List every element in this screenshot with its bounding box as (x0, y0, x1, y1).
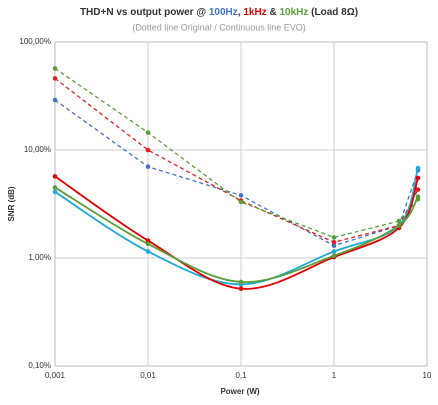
point (145, 238, 151, 243)
series-line (54, 77, 419, 243)
point (331, 243, 337, 248)
point (52, 174, 58, 179)
point (396, 218, 402, 224)
series-line (54, 67, 419, 239)
point (415, 187, 421, 192)
title-part: (Load 8Ω) (308, 7, 358, 18)
series-line (54, 167, 419, 286)
point (415, 165, 421, 171)
title-part: , (238, 7, 244, 18)
x-axis-label: Power (W) (220, 387, 259, 396)
chart-subtitle: (Dotted line Original / Continuous line … (132, 22, 306, 32)
x-tick-label: 1 (332, 371, 337, 380)
y-tick-label: 0,10% (28, 361, 51, 370)
point (52, 66, 58, 71)
x-tick-label: 0,001 (45, 371, 66, 380)
x-tick-label: 0,01 (140, 371, 156, 380)
title-part: 1kHz (243, 7, 266, 18)
title-part: & (267, 7, 280, 18)
point (145, 241, 151, 247)
x-tick-label: 10 (423, 371, 432, 380)
y-axis-label: SNR (dB) (7, 186, 16, 221)
point (331, 239, 337, 245)
point (415, 175, 421, 181)
y-tick-label: 1,00% (28, 253, 51, 262)
point (331, 249, 337, 254)
point (145, 164, 151, 170)
point (331, 253, 337, 259)
point (238, 279, 244, 285)
point (415, 194, 421, 199)
point (238, 199, 244, 205)
y-tick-label: 100,00% (19, 37, 51, 46)
point (145, 147, 151, 153)
point (52, 185, 58, 190)
y-tick-label: 10,00% (24, 145, 51, 154)
plot-border (54, 41, 428, 367)
point (52, 76, 58, 81)
series-line (54, 186, 419, 283)
point (238, 193, 244, 198)
title-part: THD+N vs output power @ (80, 7, 209, 18)
point (396, 223, 402, 228)
series-line (54, 175, 419, 290)
series-line (54, 99, 419, 247)
chart-title: THD+N vs output power @ 100Hz, 1kHz & 10… (80, 7, 358, 18)
point (331, 235, 337, 240)
title-part: 10kHz (279, 7, 308, 18)
point (52, 97, 58, 103)
point (145, 130, 151, 135)
point (238, 286, 244, 291)
x-tick-label: 0,1 (235, 371, 247, 380)
title-part: 100Hz (209, 7, 238, 18)
point (52, 189, 58, 195)
point (145, 249, 151, 254)
